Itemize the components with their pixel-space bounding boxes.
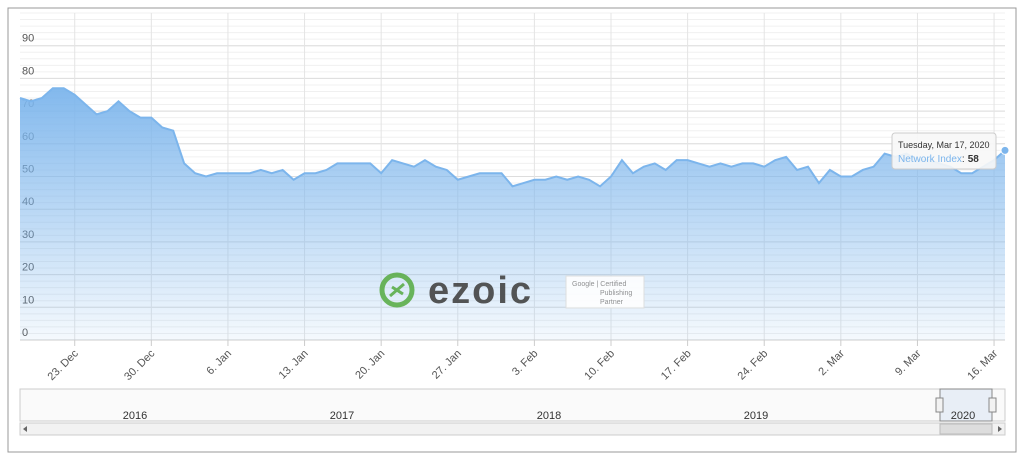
tooltip: Tuesday, Mar 17, 2020 Network Index: 58 [891,132,1010,170]
tooltip-box [891,132,997,170]
navigator-label: 2017 [330,410,354,422]
navigator-handle[interactable] [988,397,997,413]
scroll-left[interactable] [23,426,27,432]
tooltip-sep: : [962,154,965,165]
watermark: ezoic Google | Certified Publishing Part… [379,270,645,312]
logo-ring [379,272,415,308]
navigator-box [19,388,1006,422]
y-tick-label: 80 [22,65,34,77]
badge-line: Google | Certified [572,281,626,288]
navigator-handle[interactable] [935,397,944,413]
area [20,88,1005,341]
navigator-label: 2016 [123,410,147,422]
badge-line: Publishing [600,290,632,297]
scrollbar-thumb[interactable] [939,423,993,435]
tooltip-series: Network Index [898,154,962,165]
tooltip-line: Network Index: 58 [898,154,979,165]
navigator-label: 2018 [537,410,561,422]
navigator-selection[interactable] [939,388,993,422]
tooltip-date: Tuesday, Mar 17, 2020 [898,140,990,150]
point-marker [1000,145,1010,155]
scroll-right[interactable] [998,426,1002,432]
navigator-label: 2020 [951,410,975,422]
logo-mark [389,282,405,298]
navigator-label: 2019 [744,410,768,422]
tooltip-value: 58 [968,154,980,165]
scrollbar[interactable] [19,422,1006,436]
line [19,87,1006,188]
badge-line: Partner [600,299,624,306]
y-tick-label: 90 [22,33,34,45]
brand: ezoic [428,270,533,312]
navigator: 2016 2017 2018 2019 2020 [19,388,1006,436]
plot [19,87,1006,341]
badge [565,275,645,309]
